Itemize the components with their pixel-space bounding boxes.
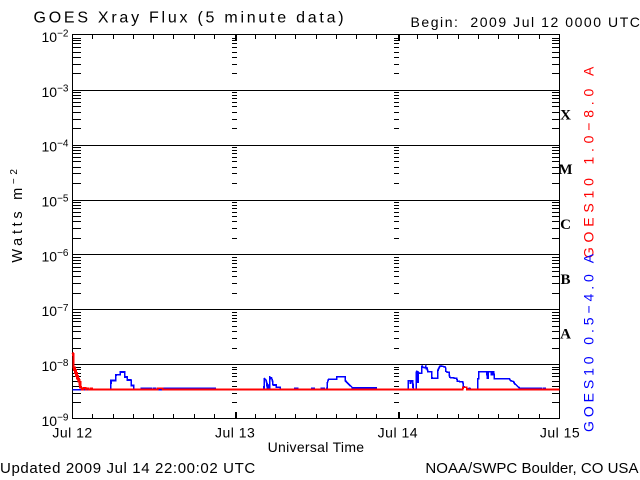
svg-text:B: B: [560, 272, 570, 288]
svg-text:Begin: 2009 Jul 12 0000 UTC: Begin: 2009 Jul 12 0000 UTC: [411, 14, 640, 30]
svg-text:Jul 14: Jul 14: [378, 425, 418, 441]
svg-text:Jul 15: Jul 15: [540, 425, 580, 441]
svg-text:Jul 13: Jul 13: [215, 425, 255, 441]
svg-text:C: C: [560, 217, 571, 233]
svg-text:NOAA/SWPC Boulder, CO USA: NOAA/SWPC Boulder, CO USA: [425, 460, 638, 477]
svg-text:Jul 12: Jul 12: [52, 425, 92, 441]
svg-text:GOES Xray Flux (5 minute data): GOES Xray Flux (5 minute data): [34, 10, 347, 27]
svg-text:GOES10 1.0−8.0 A: GOES10 1.0−8.0 A: [581, 62, 597, 258]
svg-text:GOES10 0.5−4.0 A: GOES10 0.5−4.0 A: [581, 250, 597, 432]
svg-text:Watts m−2: Watts m−2: [9, 165, 26, 262]
svg-text:M: M: [558, 162, 572, 178]
svg-text:X: X: [560, 107, 571, 123]
svg-text:Universal Time: Universal Time: [268, 439, 365, 455]
svg-text:Updated 2009 Jul 14 22:00:02 U: Updated 2009 Jul 14 22:00:02 UTC: [0, 460, 256, 477]
svg-text:A: A: [560, 327, 571, 343]
